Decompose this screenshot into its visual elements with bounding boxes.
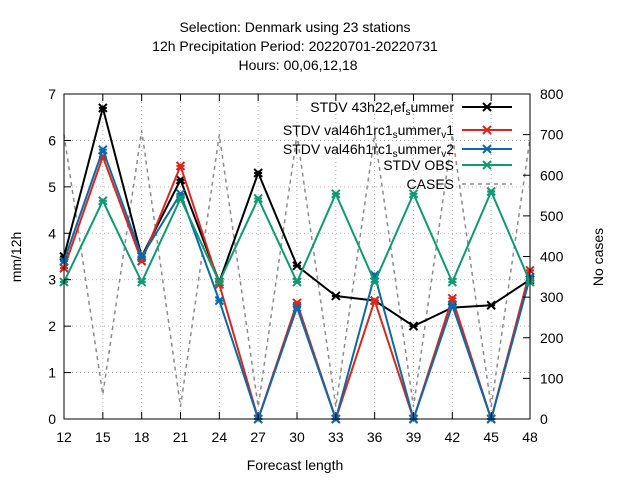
legend-text: CASES (407, 176, 454, 192)
legend-subscript: s (393, 149, 398, 160)
x-tick-label: 27 (250, 429, 266, 445)
legend-text: ef (394, 99, 406, 115)
y2-tick-label: 400 (540, 249, 564, 265)
legend-label: STDV OBS (383, 157, 454, 173)
y-tick-label: 4 (48, 225, 56, 241)
legend-label: CASES (407, 176, 454, 192)
y-axis-label: mm/12h (8, 232, 24, 283)
legend-subscript: s (405, 107, 410, 118)
chart-title: Selection: Denmark using 23 stations 12h… (152, 19, 438, 73)
x-tick-label: 15 (95, 429, 111, 445)
series-3 (59, 186, 535, 287)
y-tick-label: 1 (48, 365, 56, 381)
legend-text: STDV val46h1rc1 (283, 122, 393, 138)
y-tick-label: 0 (48, 411, 56, 427)
y-tick-label: 7 (48, 86, 56, 102)
legend-text: STDV 43h22 (310, 99, 390, 115)
y-tick-label: 2 (48, 318, 56, 334)
y2-tick-label: 300 (540, 289, 564, 305)
x-tick-label: 45 (483, 429, 499, 445)
x-tick-label: 30 (289, 429, 305, 445)
y2-tick-label: 500 (540, 208, 564, 224)
x-axis-label: Forecast length (247, 457, 344, 473)
y2-tick-label: 800 (540, 86, 564, 102)
legend-subscript: s (393, 130, 398, 141)
x-tick-label: 48 (522, 429, 538, 445)
title-line-3: Hours: 00,06,12,18 (238, 57, 357, 73)
title-line-1: Selection: Denmark using 23 stations (179, 19, 410, 35)
legend-label: STDV 43h22refsummer (310, 99, 454, 118)
x-tick-label: 42 (445, 429, 461, 445)
legend-text: STDV val46h1rc1 (283, 141, 393, 157)
y2-tick-label: 0 (540, 411, 548, 427)
y-tick-label: 6 (48, 132, 56, 148)
legend-text: ummer (398, 141, 442, 157)
legend-label: STDV val46h1rc1summerv1 (283, 122, 454, 141)
title-line-2: 12h Precipitation Period: 20220701-20220… (152, 38, 438, 54)
x-tick-label: 12 (56, 429, 72, 445)
legend-subscript: r (390, 107, 394, 118)
legend-text: 2 (446, 141, 454, 157)
legend-text: 1 (446, 122, 454, 138)
legend-label: STDV val46h1rc1summerv2 (283, 141, 454, 160)
legend-text: STDV OBS (383, 157, 454, 173)
x-tick-label: 33 (328, 429, 344, 445)
y2-tick-label: 100 (540, 370, 564, 386)
series-4 (63, 130, 531, 407)
legend-subscript: v (441, 130, 446, 141)
x-tick-label: 21 (173, 429, 189, 445)
y2-tick-label: 600 (540, 167, 564, 183)
x-tick-label: 36 (367, 429, 383, 445)
y2-tick-label: 200 (540, 330, 564, 346)
x-tick-label: 39 (406, 429, 422, 445)
legend-text: ummer (410, 99, 454, 115)
x-tick-label: 24 (212, 429, 228, 445)
x-tick-label: 18 (134, 429, 150, 445)
y2-tick-label: 700 (540, 127, 564, 143)
y-tick-label: 5 (48, 179, 56, 195)
legend-subscript: v (441, 149, 446, 160)
series-line (63, 153, 531, 423)
y2-axis-label: No cases (590, 228, 606, 286)
series-line (63, 130, 531, 407)
y-tick-label: 3 (48, 272, 56, 288)
legend-text: ummer (398, 122, 442, 138)
